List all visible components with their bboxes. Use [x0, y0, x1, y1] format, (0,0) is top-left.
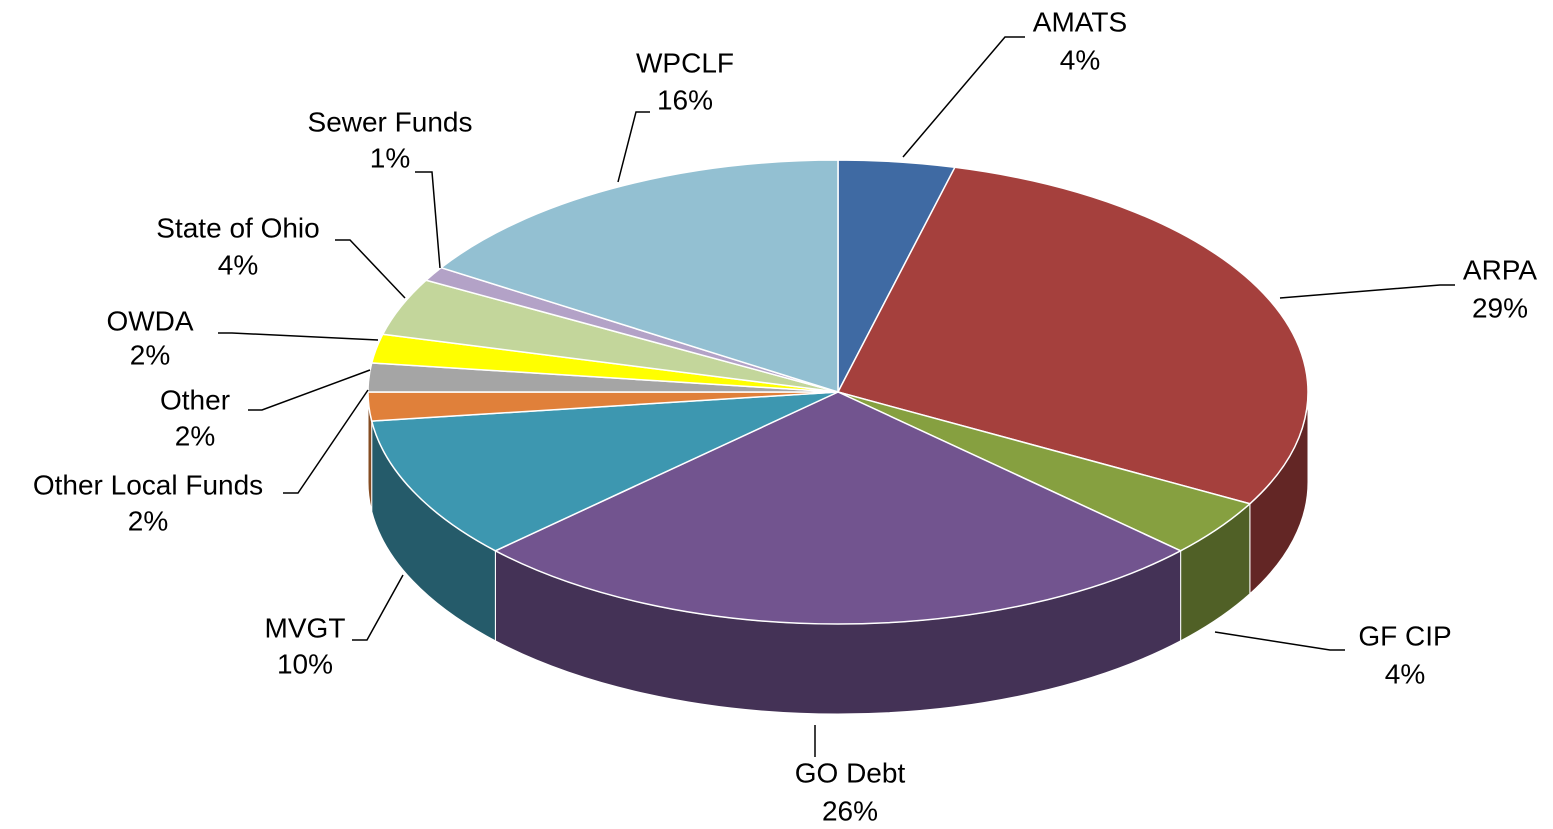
slice [370, 391, 839, 552]
slice-value-label: 2% [175, 420, 215, 451]
slice-label: State of Ohio [156, 212, 319, 243]
slice-value-label: 1% [370, 142, 410, 173]
leader-line [218, 332, 379, 341]
leader-line [352, 574, 404, 641]
slice-label: Other [160, 384, 230, 415]
slice [493, 391, 1183, 625]
leader-line [248, 369, 371, 411]
slice-value-label: 4% [1060, 44, 1100, 75]
slice-label: GF CIP [1358, 620, 1451, 651]
slice-value-label: 10% [277, 648, 333, 679]
leader-line [902, 36, 1025, 158]
slice-label: Sewer Funds [308, 106, 473, 137]
slice [439, 159, 839, 394]
leader-line [283, 389, 369, 494]
slice-value-label: 4% [218, 249, 258, 280]
slice-label: AMATS [1033, 6, 1127, 37]
slice-label: Other Local Funds [33, 469, 263, 500]
slice-value-label: 4% [1385, 658, 1425, 689]
slice-value-label: 26% [822, 795, 878, 826]
slice-label: MVGT [265, 612, 346, 643]
slice-label: WPCLF [636, 47, 734, 78]
leader-line [1279, 284, 1455, 299]
slice-value-label: 2% [130, 339, 170, 370]
leader-line [617, 111, 650, 183]
leader-line [1214, 631, 1345, 651]
slice [836, 166, 1309, 505]
leader-line [415, 171, 441, 269]
slice-label: GO Debt [795, 757, 906, 788]
slice-label: OWDA [106, 305, 193, 336]
slice-value-label: 29% [1472, 292, 1528, 323]
slice-value-label: 16% [657, 84, 713, 115]
slice-value-label: 2% [128, 505, 168, 536]
leader-line [335, 239, 406, 299]
slice-label: ARPA [1463, 254, 1537, 285]
